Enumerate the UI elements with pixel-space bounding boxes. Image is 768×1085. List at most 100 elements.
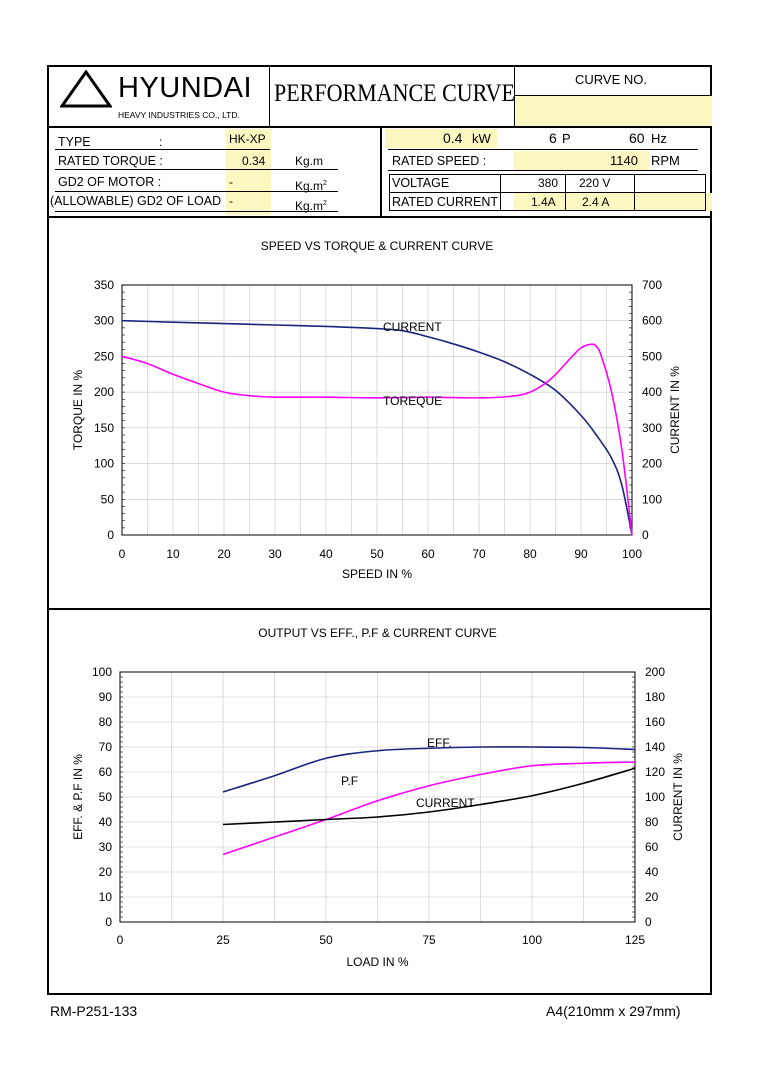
y-tick-label: 0 [105, 915, 112, 929]
rated-speed-value: 1140 [610, 153, 638, 168]
chart-divider [47, 608, 712, 610]
x-axis-label: SPEED IN % [342, 567, 412, 581]
y-tick-label: 350 [94, 278, 114, 292]
current-2: 2.4 A [582, 195, 610, 209]
rated-torque-unit: Kg.m [295, 154, 324, 168]
x-tick-label: 90 [574, 547, 588, 561]
power-underline [388, 149, 698, 150]
y2-tick-label: 600 [642, 314, 662, 328]
voltage-1: 380 [538, 176, 559, 190]
output-eff-pf-current-chart: OUTPUT VS EFF., P.F & CURRENT CURVE 0 10 20… [71, 626, 685, 969]
y-tick-label: 300 [94, 314, 114, 328]
voltage-table-col3 [634, 174, 635, 211]
y-axis-label: EFF. & P.F IN % [71, 754, 85, 840]
y-tick-label: 70 [99, 740, 113, 754]
voltage-2: 220 V [579, 176, 611, 190]
rated-speed-label: RATED SPEED : [392, 154, 487, 168]
y2-axis-label: CURRENT IN % [671, 753, 685, 841]
spec-left-highlight [226, 129, 271, 215]
series-label-toreque: TOREQUE [383, 394, 442, 408]
current-highlight [514, 193, 712, 211]
rated-torque-label: RATED TORQUE : [58, 154, 163, 168]
series-label-p-f: P.F [341, 774, 358, 788]
gd2-load-underline [55, 211, 338, 212]
voltage-label: VOLTAGE [392, 176, 450, 190]
y2-tick-label: 40 [645, 865, 659, 879]
voltage-table-row-divider [389, 192, 706, 193]
y2-tick-label: 200 [642, 457, 662, 471]
header-divider-v1 [269, 65, 270, 126]
y2-tick-label: 80 [645, 815, 659, 829]
brand-name: HYUNDAI [118, 72, 253, 104]
x-tick-label: 40 [319, 547, 333, 561]
y2-tick-label: 700 [642, 278, 662, 292]
rated-torque-underline [55, 169, 338, 170]
y-tick-label: 40 [99, 815, 113, 829]
gd2-load-unit: Kg.m2 [295, 199, 327, 213]
y2-tick-label: 0 [645, 915, 652, 929]
page-frame [47, 65, 712, 995]
x-tick-label: 100 [522, 933, 542, 947]
y2-tick-label: 20 [645, 890, 659, 904]
gd2-motor-underline [55, 191, 338, 192]
current-1: 1.4A [531, 195, 556, 209]
rated-speed-unit: RPM [651, 153, 680, 168]
rated-current-label: RATED CURRENT [392, 195, 499, 209]
y-axis-label: TORQUE IN % [71, 369, 85, 450]
y-tick-label: 200 [94, 385, 114, 399]
spec-bottom-divider [47, 216, 712, 218]
gd2-motor-unit: Kg.m2 [295, 179, 327, 193]
voltage-table-col2 [565, 174, 566, 211]
type-label: TYPE [58, 135, 91, 149]
y2-tick-label: 0 [642, 528, 649, 542]
y-tick-label: 10 [99, 890, 113, 904]
hyundai-logo-icon [60, 70, 112, 108]
y2-tick-label: 120 [645, 765, 665, 779]
freq-unit: Hz [651, 131, 667, 146]
document-number: RM-P251-133 [50, 1003, 138, 1019]
y2-tick-label: 60 [645, 840, 659, 854]
curve-no-label: CURVE NO. [575, 72, 647, 87]
poles-unit: P [562, 131, 571, 146]
series-line-p-f [222, 761, 636, 856]
y-tick-label: 30 [99, 840, 113, 854]
series-label-eff: EFF. [427, 736, 452, 750]
document-title: PERFORMANCE CURVE [274, 80, 515, 107]
power-highlight [385, 129, 497, 148]
y2-tick-label: 140 [645, 740, 665, 754]
spec-divider-v [380, 127, 382, 217]
y2-tick-label: 200 [645, 665, 665, 679]
series-label-current: CURRENT [416, 796, 475, 810]
chart-title: SPEED VS TORQUE & CURRENT CURVE [261, 239, 494, 253]
power-value: 0.4 [443, 130, 463, 146]
y-tick-label: 100 [94, 457, 114, 471]
series-line-eff [222, 746, 636, 793]
x-tick-label: 50 [370, 547, 384, 561]
header-divider [47, 126, 712, 128]
x-tick-label: 50 [319, 933, 333, 947]
voltage-table-col1 [500, 174, 501, 211]
chart-title: OUTPUT VS EFF., P.F & CURRENT CURVE [258, 626, 497, 640]
x-tick-label: 60 [421, 547, 435, 561]
x-tick-label: 25 [216, 933, 230, 947]
x-tick-label: 20 [217, 547, 231, 561]
x-tick-label: 10 [166, 547, 180, 561]
y2-axis-label: CURRENT IN % [668, 366, 682, 454]
y2-tick-label: 100 [645, 790, 665, 804]
y2-tick-label: 160 [645, 715, 665, 729]
x-tick-label: 80 [523, 547, 537, 561]
x-tick-label: 0 [117, 933, 124, 947]
speed-highlight [514, 151, 649, 170]
x-tick-label: 70 [472, 547, 486, 561]
series-line-current [222, 767, 636, 826]
y-tick-label: 150 [94, 421, 114, 435]
y-tick-label: 20 [99, 865, 113, 879]
series-line-toreque [121, 343, 633, 536]
y2-tick-label: 500 [642, 349, 662, 363]
series-line-current [121, 319, 633, 536]
plot-area [121, 284, 633, 536]
y-tick-label: 0 [107, 528, 114, 542]
y-tick-label: 80 [99, 715, 113, 729]
y-tick-label: 100 [92, 665, 112, 679]
y2-tick-label: 400 [642, 385, 662, 399]
